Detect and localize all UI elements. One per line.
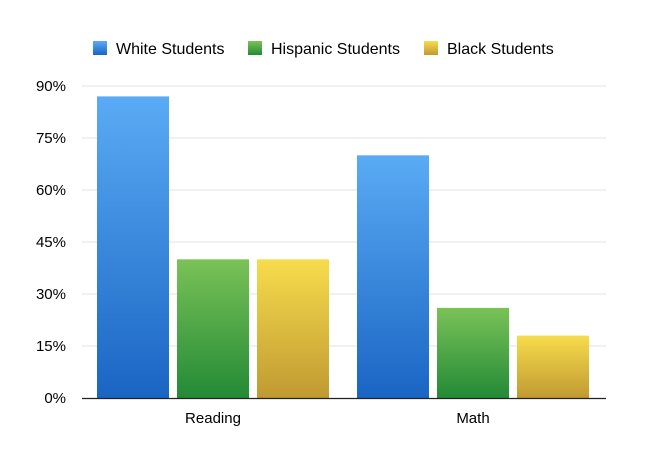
- y-tick-label: 0%: [44, 390, 66, 407]
- x-tick-label-math: Math: [456, 410, 489, 427]
- legend-item-white-students: White Students: [93, 41, 225, 58]
- y-tick-label: 75%: [36, 130, 66, 147]
- legend-swatch: [424, 41, 438, 55]
- legend-label: Hispanic Students: [271, 41, 400, 58]
- bars: [97, 96, 589, 399]
- bar-math-white-students: [357, 155, 429, 398]
- y-axis-tick-labels: 0% 15% 30% 45% 60% 75% 90%: [36, 78, 66, 407]
- bar-reading-black-students: [257, 259, 329, 398]
- legend-item-black-students: Black Students: [424, 41, 554, 58]
- bar-math-black-students: [517, 335, 589, 398]
- x-tick-label-reading: Reading: [185, 410, 241, 427]
- y-tick-label: 30%: [36, 286, 66, 303]
- legend-label: Black Students: [447, 41, 554, 58]
- legend-swatch: [93, 41, 107, 55]
- legend: White Students Hispanic Students Black Stu…: [93, 41, 554, 58]
- legend-label: White Students: [116, 41, 225, 58]
- bar-reading-hispanic-students: [177, 259, 249, 398]
- y-tick-label: 90%: [36, 78, 66, 95]
- x-axis-tick-labels: Reading Math: [185, 410, 490, 427]
- y-tick-label: 15%: [36, 338, 66, 355]
- y-tick-label: 45%: [36, 234, 66, 251]
- legend-item-hispanic-students: Hispanic Students: [248, 41, 400, 58]
- legend-swatch: [248, 41, 262, 55]
- bar-reading-white-students: [97, 96, 169, 399]
- bar-math-hispanic-students: [437, 307, 509, 398]
- y-tick-label: 60%: [36, 182, 66, 199]
